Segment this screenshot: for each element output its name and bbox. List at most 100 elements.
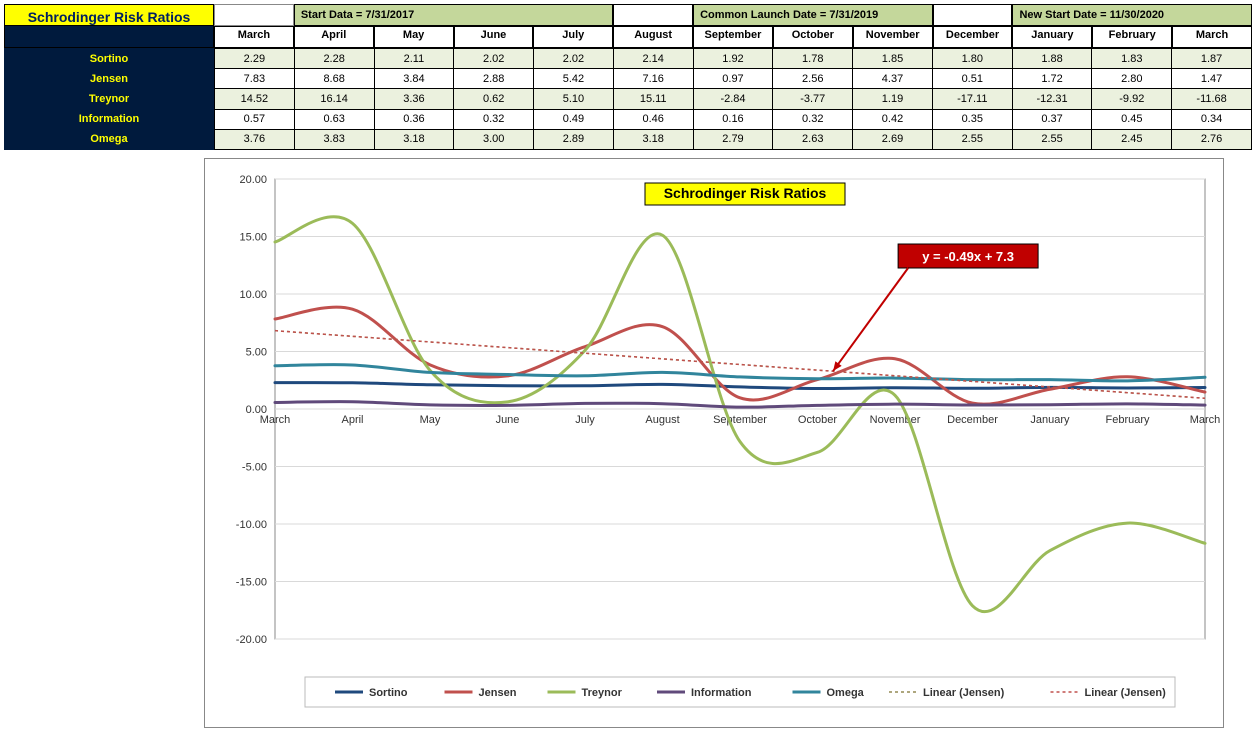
- data-cell: 3.18: [613, 129, 693, 149]
- data-cell: 2.80: [1092, 69, 1172, 89]
- data-cell: 2.88: [454, 69, 534, 89]
- svg-text:-20.00: -20.00: [236, 634, 267, 646]
- data-cell: 7.16: [613, 69, 693, 89]
- column-header: July: [533, 26, 613, 48]
- svg-text:20.00: 20.00: [239, 174, 267, 186]
- svg-text:June: June: [496, 414, 520, 426]
- banners-container: Start Data = 7/31/2017Common Launch Date…: [294, 4, 1252, 26]
- svg-text:10.00: 10.00: [239, 289, 267, 301]
- svg-text:5.00: 5.00: [246, 347, 267, 359]
- data-cell: 3.36: [374, 89, 454, 109]
- data-cell: 2.02: [454, 49, 534, 69]
- data-rows: SortinoJensenTreynorInformationOmega 2.2…: [4, 48, 1252, 150]
- svg-text:August: August: [645, 414, 679, 426]
- svg-text:y = -0.49x + 7.3: y = -0.49x + 7.3: [922, 249, 1014, 264]
- svg-text:Jensen: Jensen: [479, 687, 517, 699]
- svg-text:Treynor: Treynor: [582, 687, 623, 699]
- data-cell: 3.18: [374, 129, 454, 149]
- data-cell: 0.62: [454, 89, 534, 109]
- top-row: Schrodinger Risk Ratios Start Data = 7/3…: [4, 4, 1252, 26]
- column-header: September: [693, 26, 773, 48]
- data-cell: 0.37: [1012, 109, 1092, 129]
- data-cell: 3.00: [454, 129, 534, 149]
- table-row: 2.292.282.112.022.022.141.921.781.851.80…: [215, 49, 1252, 69]
- column-header: January: [1012, 26, 1092, 48]
- data-cell: 2.14: [613, 49, 693, 69]
- svg-text:April: April: [341, 414, 363, 426]
- data-cell: 8.68: [294, 69, 374, 89]
- data-cell: 0.57: [215, 109, 295, 129]
- table-row: 3.763.833.183.002.893.182.792.632.692.55…: [215, 129, 1252, 149]
- svg-text:May: May: [420, 414, 441, 426]
- date-banner: Common Launch Date = 7/31/2019: [693, 4, 933, 26]
- svg-text:Omega: Omega: [827, 687, 865, 699]
- table-row: 0.570.630.360.320.490.460.160.320.420.35…: [215, 109, 1252, 129]
- data-cell: -12.31: [1012, 89, 1092, 109]
- data-cell: 14.52: [215, 89, 295, 109]
- data-cell: -3.77: [773, 89, 853, 109]
- data-cell: 2.02: [534, 49, 614, 69]
- data-cell: 0.51: [932, 69, 1012, 89]
- data-cell: 2.11: [374, 49, 454, 69]
- column-header: October: [773, 26, 853, 48]
- svg-text:March: March: [260, 414, 291, 426]
- data-cell: 2.79: [693, 129, 773, 149]
- data-cell: 1.83: [1092, 49, 1172, 69]
- svg-text:December: December: [947, 414, 998, 426]
- data-cell: 3.83: [294, 129, 374, 149]
- data-cell: 0.49: [534, 109, 614, 129]
- data-cell: 2.89: [534, 129, 614, 149]
- data-cell: 4.37: [853, 69, 933, 89]
- svg-text:-15.00: -15.00: [236, 577, 267, 589]
- spreadsheet-region: Schrodinger Risk Ratios Start Data = 7/3…: [4, 4, 1252, 150]
- svg-text:Schrodinger Risk Ratios: Schrodinger Risk Ratios: [664, 185, 827, 201]
- data-cell: 2.55: [932, 129, 1012, 149]
- svg-text:February: February: [1105, 414, 1150, 426]
- svg-text:July: July: [575, 414, 595, 426]
- date-banner: New Start Date = 11/30/2020: [1012, 4, 1252, 26]
- column-heads-container: MarchAprilMayJuneJulyAugustSeptemberOcto…: [214, 26, 1252, 48]
- data-cell: 0.45: [1092, 109, 1172, 129]
- table-row: 7.838.683.842.885.427.160.972.564.370.51…: [215, 69, 1252, 89]
- column-header: December: [933, 26, 1013, 48]
- data-cell: 2.28: [294, 49, 374, 69]
- svg-text:Sortino: Sortino: [369, 687, 408, 699]
- data-cell: 1.88: [1012, 49, 1092, 69]
- row-label: Omega: [6, 130, 212, 148]
- row-labels-table: SortinoJensenTreynorInformationOmega: [4, 48, 214, 150]
- banner-gap: [933, 4, 1013, 26]
- column-header: June: [454, 26, 534, 48]
- data-cell: 0.46: [613, 109, 693, 129]
- chart-container: -20.00-15.00-10.00-5.000.005.0010.0015.0…: [204, 158, 1224, 728]
- svg-text:March: March: [1190, 414, 1221, 426]
- banner-gap: [613, 4, 693, 26]
- svg-text:15.00: 15.00: [239, 232, 267, 244]
- data-table: 2.292.282.112.022.022.141.921.781.851.80…: [214, 48, 1252, 150]
- data-cell: 1.92: [693, 49, 773, 69]
- main-title: Schrodinger Risk Ratios: [4, 4, 214, 26]
- row-label: Treynor: [6, 90, 212, 108]
- data-cell: 3.76: [215, 129, 295, 149]
- data-cell: 0.16: [693, 109, 773, 129]
- data-cell: 2.56: [773, 69, 853, 89]
- data-cell: 2.55: [1012, 129, 1092, 149]
- data-cell: 2.29: [215, 49, 295, 69]
- column-header: August: [613, 26, 693, 48]
- data-cell: -17.11: [932, 89, 1012, 109]
- data-cell: 0.42: [853, 109, 933, 129]
- data-cell: 0.63: [294, 109, 374, 129]
- column-header: April: [294, 26, 374, 48]
- column-header: March: [214, 26, 294, 48]
- column-header: March: [1172, 26, 1252, 48]
- data-cell: 1.78: [773, 49, 853, 69]
- column-header: May: [374, 26, 454, 48]
- data-cell: -9.92: [1092, 89, 1172, 109]
- data-cell: 7.83: [215, 69, 295, 89]
- data-cell: 5.42: [534, 69, 614, 89]
- data-cell: 0.32: [454, 109, 534, 129]
- data-cell: -11.68: [1172, 89, 1252, 109]
- column-header: November: [853, 26, 933, 48]
- data-cell: 0.35: [932, 109, 1012, 129]
- data-cell: 0.32: [773, 109, 853, 129]
- table-row: 14.5216.143.360.625.1015.11-2.84-3.771.1…: [215, 89, 1252, 109]
